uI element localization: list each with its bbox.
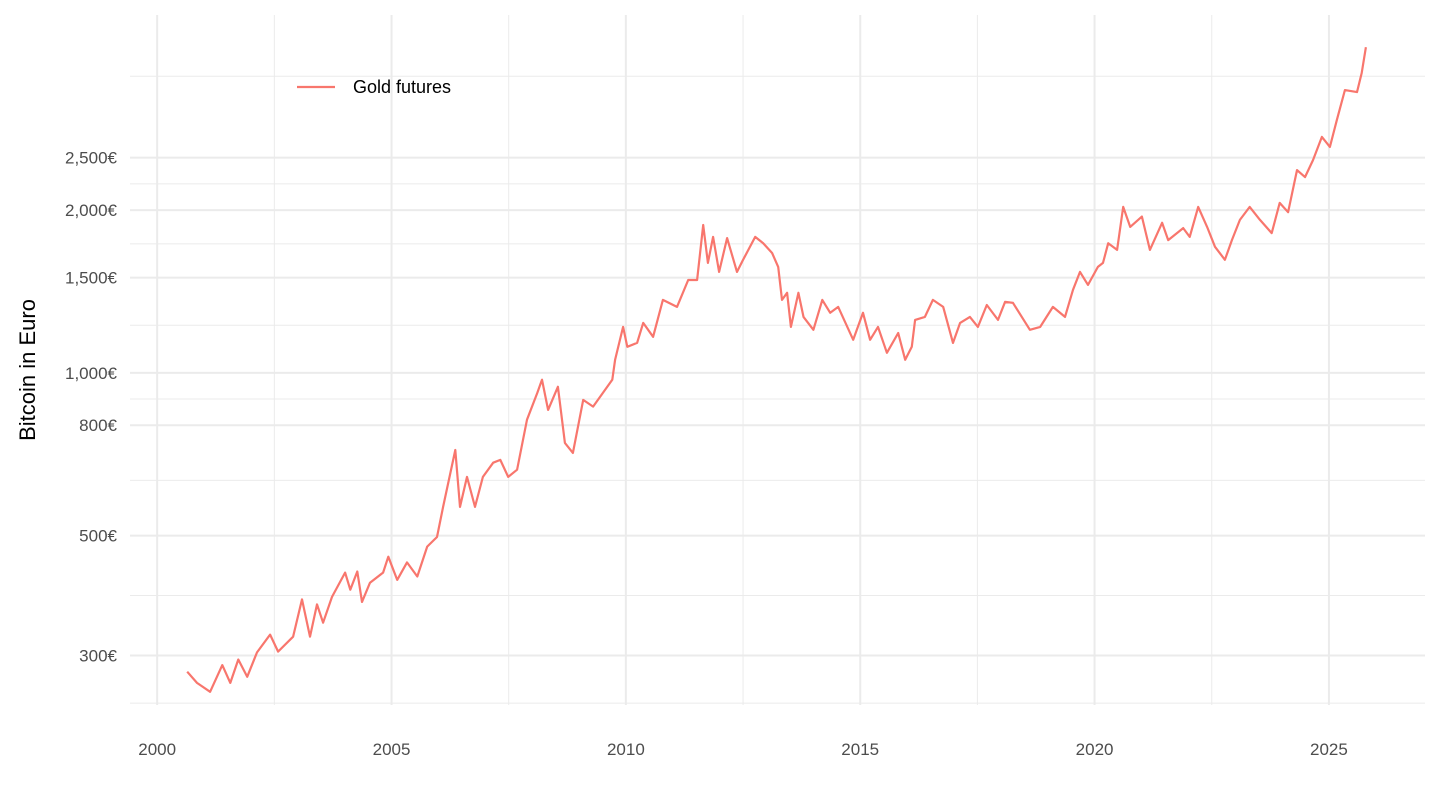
y-tick-label: 500€ (79, 527, 117, 546)
y-tick-label: 800€ (79, 416, 117, 435)
x-tick-label: 2025 (1310, 740, 1348, 759)
y-axis: 300€ 500€ 800€ 1,000€ 1,500€ 2,000€ 2,500€ (65, 149, 118, 666)
x-tick-label: 2000 (138, 740, 176, 759)
series-line-gold-futures (186, 47, 1367, 693)
y-axis-label: Bitcoin in Euro (15, 299, 40, 441)
y-tick-label: 1,000€ (65, 364, 118, 383)
x-axis: 2000 2005 2010 2015 2020 2025 (138, 740, 1348, 759)
x-tick-label: 2015 (841, 740, 879, 759)
x-tick-label: 2020 (1076, 740, 1114, 759)
grid (130, 15, 1425, 705)
legend: Gold futures (297, 77, 451, 97)
y-tick-label: 1,500€ (65, 269, 118, 288)
x-tick-label: 2005 (373, 740, 411, 759)
series-layer (186, 47, 1367, 693)
y-tick-label: 300€ (79, 647, 117, 666)
y-tick-label: 2,000€ (65, 201, 118, 220)
legend-label-gold-futures: Gold futures (353, 77, 451, 97)
x-tick-label: 2010 (607, 740, 645, 759)
y-tick-label: 2,500€ (65, 149, 118, 168)
